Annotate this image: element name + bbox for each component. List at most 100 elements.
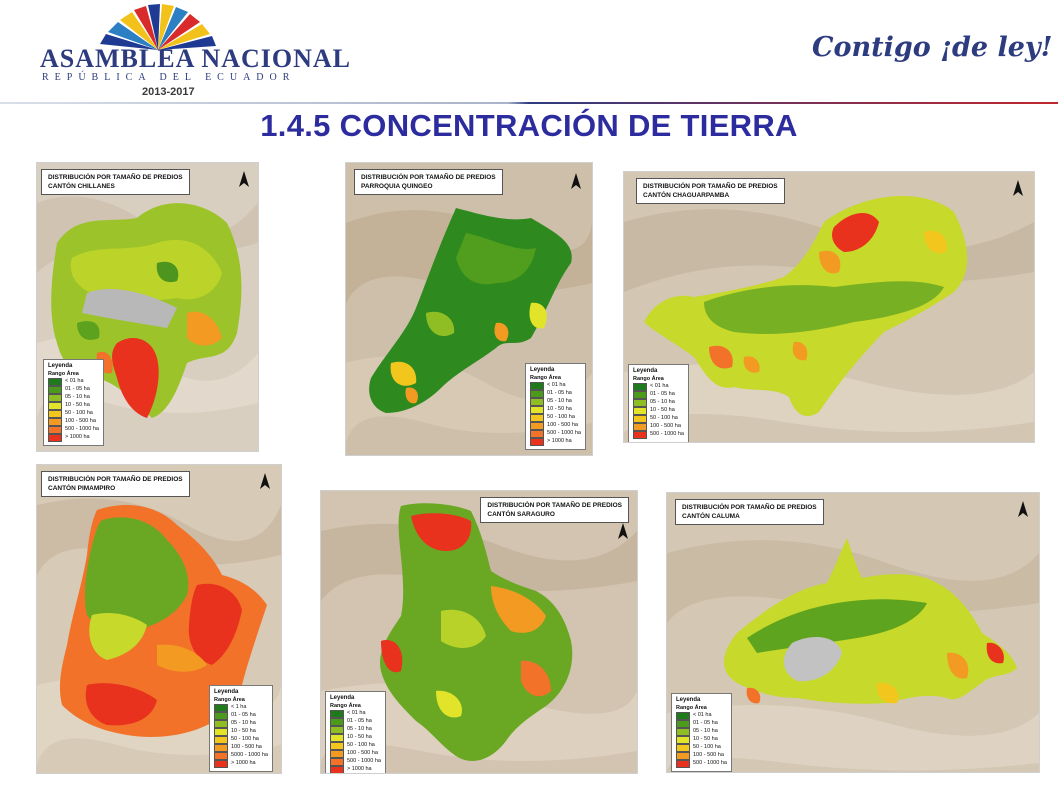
map-title: DISTRIBUCIÓN POR TAMAÑO DE PREDIOS CANTÓ…	[675, 499, 824, 525]
slide-title: 1.4.5 CONCENTRACIÓN DE TIERRA	[260, 108, 798, 143]
legend-label: 05 - 10 ha	[650, 399, 675, 406]
legend-label: 100 - 500 ha	[693, 752, 724, 759]
legend-swatch	[213, 760, 228, 769]
legend-row: 10 - 50 ha	[48, 402, 99, 411]
legend-swatch	[213, 728, 228, 737]
legend-swatch	[530, 438, 545, 447]
header-rule	[0, 102, 1058, 104]
legend-row: > 1000 ha	[530, 438, 581, 447]
legend-row: < 01 ha	[676, 712, 727, 721]
legislative-period: 2013-2017	[142, 86, 195, 98]
legend-title: Leyenda	[676, 697, 701, 703]
north-arrow-icon	[1017, 501, 1029, 523]
legend-swatch	[330, 710, 344, 719]
map-title-line2: CANTÓN SARAGURO	[487, 511, 555, 518]
legend-row: < 01 ha	[330, 710, 381, 719]
legend-swatch	[48, 426, 62, 435]
legend-row: 500 - 1000 ha	[48, 426, 99, 435]
legend-row: 50 - 100 ha	[676, 744, 727, 753]
legend-row: < 01 ha	[530, 382, 581, 391]
legend-label: 50 - 100 ha	[347, 742, 375, 749]
legend-row: 05 - 10 ha	[213, 720, 268, 729]
legend-swatch	[213, 704, 228, 713]
map-panel-saraguro: DISTRIBUCIÓN POR TAMAÑO DE PREDIOS CANTÓ…	[320, 490, 638, 774]
slide-header: ASAMBLEA NACIONAL REPÚBLICA DEL ECUADOR …	[0, 0, 1058, 105]
legend-row: 500 - 1000 ha	[330, 758, 381, 767]
legend-row: 10 - 50 ha	[530, 406, 581, 415]
legend-row: 500 - 1000 ha	[530, 430, 581, 439]
legend-row: 05 - 10 ha	[633, 399, 684, 408]
legend-title: Leyenda	[48, 363, 73, 369]
legend-swatch	[633, 431, 647, 440]
legend-label: < 01 ha	[650, 383, 669, 390]
legend-label: 500 - 1000 ha	[547, 430, 581, 437]
legend-swatch	[213, 720, 228, 729]
legend-label: 10 - 50 ha	[230, 728, 256, 735]
legend-label: 05 - 10 ha	[693, 728, 718, 735]
legend-row: 100 - 500 ha	[213, 744, 268, 753]
legend-subtitle: Rango Área	[530, 374, 561, 381]
legend-swatch	[330, 718, 344, 727]
legend-label: 10 - 50 ha	[650, 407, 675, 414]
legend-swatch	[530, 398, 545, 407]
north-arrow-icon	[238, 171, 250, 193]
legend-row: 500 - 1000 ha	[676, 760, 727, 769]
legend-swatch	[330, 766, 344, 773]
legend-swatch	[676, 744, 690, 753]
legend-label: 05 - 10 ha	[347, 726, 372, 733]
map-title-line1: DISTRIBUCIÓN POR TAMAÑO DE PREDIOS	[643, 183, 778, 190]
north-arrow-icon	[1012, 180, 1024, 202]
legend-row: 01 - 05 ha	[48, 386, 99, 395]
map-title-line1: DISTRIBUCIÓN POR TAMAÑO DE PREDIOS	[48, 476, 183, 483]
north-arrow-icon	[617, 523, 629, 545]
legend-row: 01 - 05 ha	[530, 390, 581, 399]
legend-row: > 1000 ha	[48, 434, 99, 443]
legend-swatch	[48, 410, 62, 419]
legend-swatch	[676, 712, 690, 721]
legend-row: < 01 ha	[48, 378, 99, 387]
legend-swatch	[530, 382, 545, 391]
legend-row: 10 - 50 ha	[213, 728, 268, 737]
legend-label: 01 - 05 ha	[230, 712, 256, 719]
legend-swatch	[48, 378, 62, 387]
slogan: Contigo ¡de ley!	[812, 32, 1053, 63]
legend-label: > 1000 ha	[65, 434, 90, 441]
legend-swatch	[676, 728, 690, 737]
map-legend: Leyenda Rango Área < 01 ha 01 - 05 ha 05…	[671, 693, 732, 772]
legend-swatch	[48, 394, 62, 403]
legend-swatch	[633, 415, 647, 424]
legend-subtitle: Rango Área	[330, 702, 361, 709]
legend-swatch	[530, 430, 545, 439]
legend-label: 50 - 100 ha	[230, 736, 259, 743]
legend-label: 500 - 1000 ha	[65, 426, 99, 433]
legend-row: 100 - 500 ha	[330, 750, 381, 759]
legend-swatch	[530, 406, 545, 415]
legend-swatch	[530, 422, 545, 431]
legend-swatch	[530, 390, 545, 399]
map-title: DISTRIBUCIÓN POR TAMAÑO DE PREDIOS CANTÓ…	[41, 169, 190, 195]
legend-label: 50 - 100 ha	[650, 415, 678, 422]
map-title-line2: CANTÓN PIMAMPIRO	[48, 485, 116, 492]
legend-swatch	[633, 399, 647, 408]
legend-label: > 1000 ha	[230, 760, 256, 767]
north-arrow-icon	[570, 173, 582, 195]
legend-title: Leyenda	[530, 367, 555, 373]
legend-label: > 1000 ha	[547, 438, 572, 445]
north-arrow-icon	[259, 473, 271, 495]
brand-subtitle: REPÚBLICA DEL ECUADOR	[42, 72, 296, 83]
map-title-line2: CANTÓN CHILLANES	[48, 183, 115, 190]
legend-swatch	[633, 423, 647, 432]
legend-swatch	[530, 414, 545, 423]
legend-row: 100 - 500 ha	[530, 422, 581, 431]
legend-label: 50 - 100 ha	[693, 744, 721, 751]
legend-row: 100 - 500 ha	[633, 423, 684, 432]
map-panel-pimampiro: DISTRIBUCIÓN POR TAMAÑO DE PREDIOS CANTÓ…	[36, 464, 282, 774]
legend-subtitle: Rango Área	[633, 375, 664, 382]
map-legend: Leyenda Rango Área < 01 ha 01 - 05 ha 05…	[525, 363, 586, 451]
legend-row: 05 - 10 ha	[530, 398, 581, 407]
legend-row: 50 - 100 ha	[213, 736, 268, 745]
map-title-line2: CANTÓN CHAGUARPAMBA	[643, 192, 730, 199]
map-legend: Leyenda Rango Área < 01 ha 01 - 05 ha 05…	[628, 364, 689, 442]
legend-row: 01 - 05 ha	[676, 720, 727, 729]
legend-row: 100 - 500 ha	[48, 418, 99, 427]
